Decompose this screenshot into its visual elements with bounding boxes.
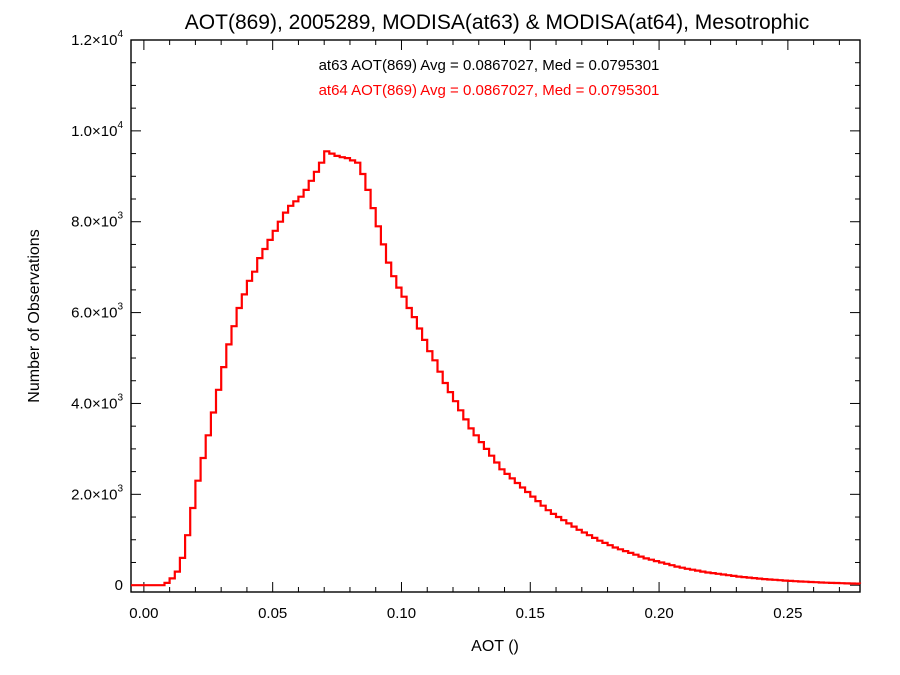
x-tick-label: 0.10 bbox=[387, 605, 416, 622]
annotation-at63: at63 AOT(869) Avg = 0.0867027, Med = 0.0… bbox=[319, 57, 660, 74]
y-tick-mantissa: 6.0×10 bbox=[71, 305, 117, 322]
x-axis-label: AOT () bbox=[471, 638, 519, 655]
y-tick-label: 8.0×103 bbox=[71, 211, 123, 231]
x-tick-labels: 0.00 0.05 0.10 0.15 0.20 0.25 bbox=[129, 605, 802, 622]
y-tick-mantissa: 4.0×10 bbox=[71, 395, 117, 412]
x-tick-label: 0.20 bbox=[644, 605, 673, 622]
y-tick-label: 0 bbox=[115, 577, 123, 594]
chart-title: AOT(869), 2005289, MODISA(at63) & MODISA… bbox=[185, 11, 809, 34]
x-tick-label: 0.05 bbox=[258, 605, 287, 622]
y-tick-exponent: 4 bbox=[117, 120, 123, 131]
y-axis-label: Number of Observations bbox=[26, 229, 43, 402]
y-tick-mantissa: 0 bbox=[115, 577, 123, 594]
y-tick-labels: 02.0×1034.0×1036.0×1038.0×1031.0×1041.2×… bbox=[71, 29, 123, 594]
annotation-at64: at64 AOT(869) Avg = 0.0867027, Med = 0.0… bbox=[319, 82, 660, 99]
tick-marks bbox=[131, 39, 860, 592]
y-tick-exponent: 4 bbox=[117, 29, 123, 40]
y-tick-mantissa: 8.0×10 bbox=[71, 214, 117, 231]
x-tick-label: 0.00 bbox=[129, 605, 158, 622]
y-tick-mantissa: 2.0×10 bbox=[71, 486, 117, 503]
plot-frame bbox=[130, 39, 861, 593]
y-tick-label: 6.0×103 bbox=[71, 302, 123, 322]
y-tick-label: 1.2×104 bbox=[71, 29, 123, 49]
y-tick-label: 2.0×103 bbox=[71, 483, 123, 503]
y-tick-mantissa: 1.2×10 bbox=[71, 32, 117, 49]
y-tick-label: 1.0×104 bbox=[71, 120, 123, 140]
y-tick-exponent: 3 bbox=[117, 302, 123, 313]
y-tick-exponent: 3 bbox=[117, 211, 123, 222]
y-tick-exponent: 3 bbox=[117, 483, 123, 494]
histogram-series-0 bbox=[131, 150, 862, 587]
x-tick-label: 0.25 bbox=[773, 605, 802, 622]
y-tick-label: 4.0×103 bbox=[71, 392, 123, 412]
series-layer bbox=[131, 150, 862, 587]
y-tick-mantissa: 1.0×10 bbox=[71, 123, 117, 140]
x-tick-label: 0.15 bbox=[516, 605, 545, 622]
y-tick-exponent: 3 bbox=[117, 392, 123, 403]
